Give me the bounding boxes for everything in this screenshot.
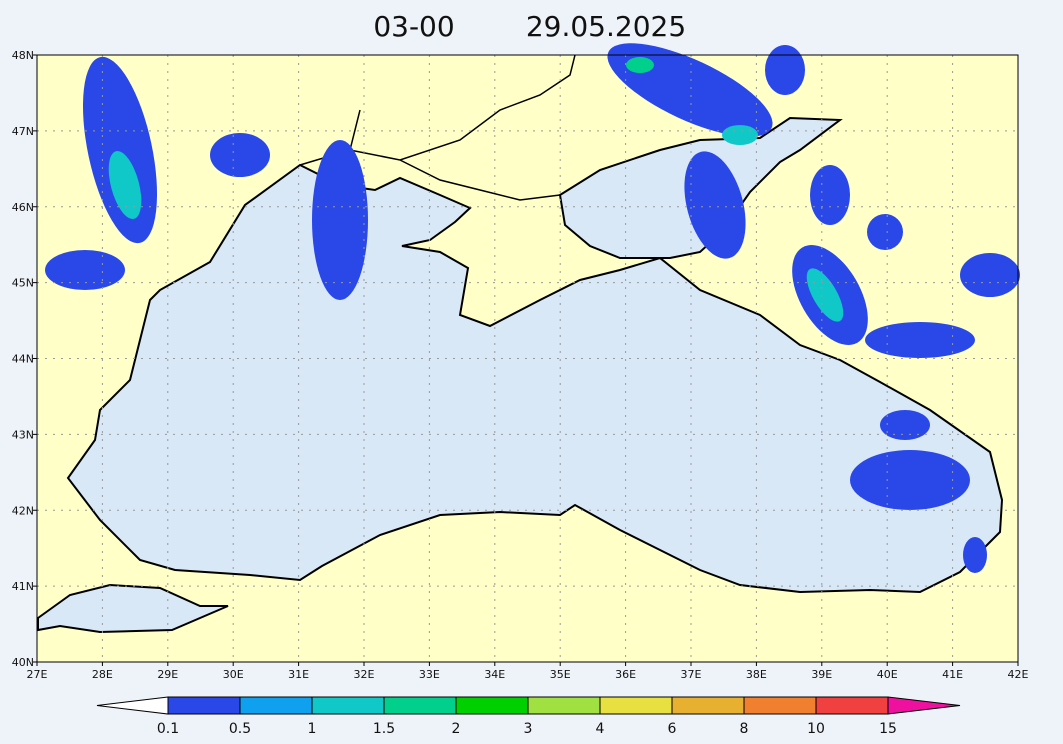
colorbar-under [96,696,169,715]
lat-label: 41N [12,580,34,593]
colorbar-segment [671,696,745,715]
colorbar-label: 1.5 [373,721,395,737]
lon-label: 29E [157,668,178,681]
lat-label: 47N [12,125,34,138]
lat-label: 45N [12,277,34,290]
lon-label: 42E [1008,668,1029,681]
sea-of-marmara [37,583,229,634]
map-frame [36,54,1019,663]
lon-label: 31E [288,668,309,681]
colorbar-label: 3 [524,721,533,737]
lon-label: 32E [354,668,375,681]
colorbar-label: 15 [879,721,897,737]
colorbar-segment [239,696,313,715]
colorbar-segment [311,696,385,715]
lon-label: 30E [223,668,244,681]
title-date: 29.05.2025 [526,10,686,43]
coastline-north [299,54,576,201]
lon-label: 37E [681,668,702,681]
lon-label: 33E [419,668,440,681]
colorbar-label: 10 [807,721,825,737]
lon-label: 27E [27,668,48,681]
graticule [33,54,1019,666]
lon-label: 35E [550,668,571,681]
black-sea [66,163,1004,594]
colorbar-label: 0.5 [229,721,251,737]
precipitation-moderate [108,57,844,322]
colorbar-label: 4 [596,721,605,737]
lon-label: 36E [615,668,636,681]
lon-label: 41E [942,668,963,681]
lat-label: 48N [12,49,34,62]
lat-label: 46N [12,201,34,214]
colorbar-label: 1 [308,721,317,737]
precipitation [45,43,1020,573]
lat-label: 44N [12,353,34,366]
map [33,43,1020,666]
colorbar-label: 6 [668,721,677,737]
lon-label: 39E [811,668,832,681]
lat-label: 42N [12,504,34,517]
title-time: 03-00 [373,10,454,43]
colorbar-label: 8 [740,721,749,737]
lon-label: 40E [877,668,898,681]
colorbar-over [887,696,961,715]
colorbar-segment [383,696,457,715]
colorbar-label: 2 [452,721,461,737]
lon-label: 38E [746,668,767,681]
colorbar: 0.1 0.5 1 1.5 2 3 4 6 8 10 15 [96,696,961,737]
lon-label: 28E [92,668,113,681]
lat-label: 43N [12,428,34,441]
colorbar-segment [167,696,241,715]
lon-label: 34E [484,668,505,681]
colorbar-segment [455,696,529,715]
colorbar-segment [599,696,673,715]
colorbar-segment [527,696,601,715]
colorbar-label: 0.1 [157,721,179,737]
colorbar-segment [743,696,817,715]
lat-label: 40N [12,656,34,669]
colorbar-segment [815,696,889,715]
